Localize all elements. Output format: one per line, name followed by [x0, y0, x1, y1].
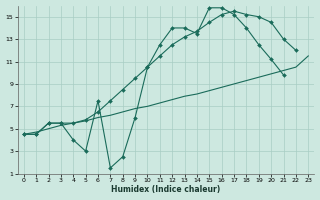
X-axis label: Humidex (Indice chaleur): Humidex (Indice chaleur)	[111, 185, 221, 194]
